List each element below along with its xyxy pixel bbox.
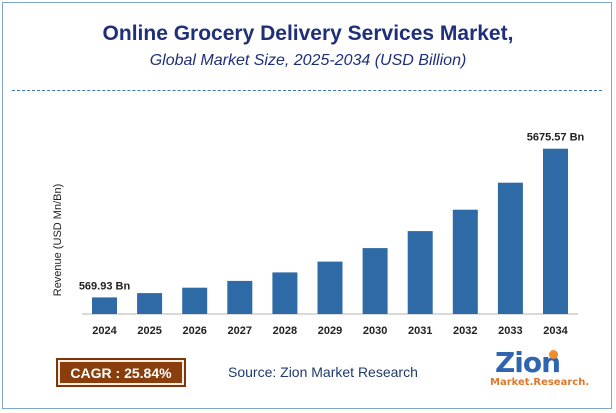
x-tick-label-2028: 2028: [273, 325, 297, 337]
bar-2025: [137, 293, 163, 314]
chart-title: Online Grocery Delivery Services Market,: [102, 22, 514, 45]
bar-2030: [362, 248, 388, 314]
x-tick-label-2025: 2025: [137, 325, 161, 337]
bar-2034: [543, 148, 568, 314]
bar-2029: [317, 261, 343, 314]
x-tick-label-2027: 2027: [228, 325, 252, 337]
x-tick-label-2031: 2031: [408, 325, 432, 337]
x-tick-label-2024: 2024: [92, 325, 117, 337]
x-tick-label-2029: 2029: [318, 325, 342, 337]
y-axis-label: Revenue (USD Mn/Bn): [52, 183, 64, 297]
bar-2033: [497, 182, 523, 314]
logo-dot-icon: [549, 350, 558, 359]
x-tick-label-2026: 2026: [182, 325, 206, 337]
zion-logo: Zion Market.Research.: [487, 346, 589, 392]
x-tick-label-2034: 2034: [543, 325, 568, 337]
bar-2028: [272, 272, 298, 314]
data-label-2034: 5675.57 Bn: [527, 132, 585, 144]
x-tick-label-2033: 2033: [498, 325, 522, 337]
bar-2024: [92, 297, 117, 314]
cagr-badge: CAGR : 25.84%: [56, 358, 186, 387]
title-divider: [12, 90, 602, 91]
logo-subtext: Market.Research.: [490, 377, 590, 388]
chart-subtitle: Global Market Size, 2025-2034 (USD Billi…: [149, 52, 467, 69]
bar-2032: [452, 209, 478, 314]
bar-2027: [227, 280, 253, 314]
cagr-text: CAGR : 25.84%: [60, 362, 182, 383]
bar-2031: [407, 231, 433, 314]
source-text: Source: Zion Market Research: [228, 364, 418, 380]
data-label-2024: 569.93 Bn: [79, 280, 131, 292]
bar-2026: [182, 287, 208, 314]
x-tick-label-2032: 2032: [453, 325, 477, 337]
x-tick-label-2030: 2030: [363, 325, 387, 337]
